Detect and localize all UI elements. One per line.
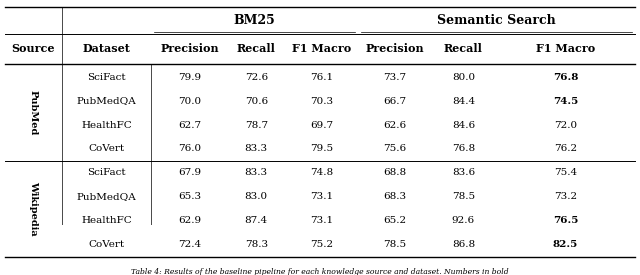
Text: Dataset: Dataset [83,43,131,54]
Text: 83.6: 83.6 [452,168,475,177]
Text: Table 4: Results of the baseline pipeline for each knowledge source and dataset.: Table 4: Results of the baseline pipelin… [131,268,509,275]
Text: 62.7: 62.7 [178,120,201,130]
Text: 79.9: 79.9 [178,73,201,82]
Text: 68.8: 68.8 [383,168,406,177]
Text: CoVert: CoVert [88,144,125,153]
Text: 69.7: 69.7 [310,120,333,130]
Text: 75.2: 75.2 [310,240,333,249]
Text: 76.1: 76.1 [310,73,333,82]
Text: 72.0: 72.0 [554,120,577,130]
Text: 73.1: 73.1 [310,192,333,201]
Text: PubMedQA: PubMedQA [77,192,136,201]
Text: 70.3: 70.3 [310,97,333,106]
Text: 76.8: 76.8 [553,73,578,82]
Text: 76.5: 76.5 [553,216,578,225]
Text: 62.6: 62.6 [383,120,406,130]
Text: 65.2: 65.2 [383,216,406,225]
Text: 67.9: 67.9 [178,168,201,177]
Text: 92.6: 92.6 [452,216,475,225]
Text: 84.6: 84.6 [452,120,475,130]
Text: 73.7: 73.7 [383,73,406,82]
Text: 75.6: 75.6 [383,144,406,153]
Text: 65.3: 65.3 [178,192,201,201]
Text: 72.4: 72.4 [178,240,201,249]
Text: PubMedQA: PubMedQA [77,97,136,106]
Text: 66.7: 66.7 [383,97,406,106]
Text: Precision: Precision [160,43,219,54]
Text: 76.2: 76.2 [554,144,577,153]
Text: PubMed: PubMed [29,90,38,136]
Text: 74.8: 74.8 [310,168,333,177]
Text: 78.3: 78.3 [244,240,268,249]
Text: 86.8: 86.8 [452,240,475,249]
Text: HealthFC: HealthFC [81,216,132,225]
Text: 76.8: 76.8 [452,144,475,153]
Text: BM25: BM25 [234,14,276,27]
Text: SciFact: SciFact [87,73,126,82]
Text: 76.0: 76.0 [178,144,201,153]
Text: Semantic Search: Semantic Search [438,14,556,27]
Text: 80.0: 80.0 [452,73,475,82]
Text: 84.4: 84.4 [452,97,475,106]
Text: 72.6: 72.6 [244,73,268,82]
Text: SciFact: SciFact [87,168,126,177]
Text: 78.7: 78.7 [244,120,268,130]
Text: F1 Macro: F1 Macro [536,43,595,54]
Text: 75.4: 75.4 [554,168,577,177]
Text: 82.5: 82.5 [553,240,578,249]
Text: 78.5: 78.5 [452,192,475,201]
Text: 73.2: 73.2 [554,192,577,201]
Text: Recall: Recall [237,43,276,54]
Text: 62.9: 62.9 [178,216,201,225]
Text: 87.4: 87.4 [244,216,268,225]
Text: Source: Source [12,43,55,54]
Text: CoVert: CoVert [88,240,125,249]
Text: 79.5: 79.5 [310,144,333,153]
Text: 68.3: 68.3 [383,192,406,201]
Text: 83.0: 83.0 [244,192,268,201]
Text: 73.1: 73.1 [310,216,333,225]
Text: Recall: Recall [444,43,483,54]
Text: F1 Macro: F1 Macro [292,43,351,54]
Text: 74.5: 74.5 [553,97,578,106]
Text: 70.6: 70.6 [244,97,268,106]
Text: Wikipedia: Wikipedia [29,182,38,236]
Text: 83.3: 83.3 [244,168,268,177]
Text: Precision: Precision [365,43,424,54]
Text: 70.0: 70.0 [178,97,201,106]
Text: 83.3: 83.3 [244,144,268,153]
Text: 78.5: 78.5 [383,240,406,249]
Text: HealthFC: HealthFC [81,120,132,130]
